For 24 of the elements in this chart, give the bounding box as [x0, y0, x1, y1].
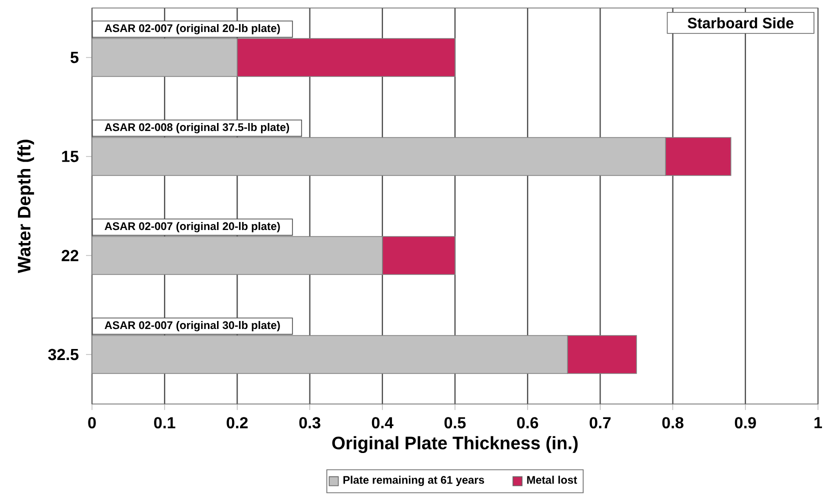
x-tick-label: 0.2	[226, 417, 248, 428]
annotation: ASAR 02-008 (original 37.5-lb plate)	[104, 123, 290, 134]
x-tick-label: 0.9	[734, 417, 756, 428]
annotation: ASAR 02-007 (original 20-lb plate)	[104, 24, 280, 34]
x-axis-title: Original Plate Thickness (in.)	[332, 436, 578, 454]
x-tick-label: 0.4	[372, 417, 394, 428]
y-axis-title: Water Depth (ft)	[17, 140, 34, 274]
x-tick-label: 0.1	[154, 417, 176, 428]
x-tick-label: 0.3	[299, 417, 320, 428]
legend-label: Metal lost	[527, 476, 578, 484]
y-tick-label: 5	[70, 52, 78, 64]
x-tick-label: 0	[88, 417, 96, 428]
legend-label: Plate remaining at 61 years	[343, 476, 484, 486]
x-tick-label: 0.6	[517, 417, 538, 428]
y-tick-label: 32.5	[48, 348, 78, 360]
x-tick-label: 0.7	[590, 417, 611, 428]
annotation: Starboard Side	[688, 17, 794, 28]
x-tick-label: 1	[814, 417, 822, 428]
annotation: ASAR 02-007 (original 30-lb plate)	[104, 321, 280, 332]
annotation: ASAR 02-007 (original 20-lb plate)	[104, 222, 280, 232]
x-tick-label: 0.5	[444, 417, 466, 428]
y-tick-label: 22	[62, 250, 78, 262]
x-tick-label: 0.8	[662, 417, 684, 428]
y-tick-label: 15	[62, 150, 78, 162]
